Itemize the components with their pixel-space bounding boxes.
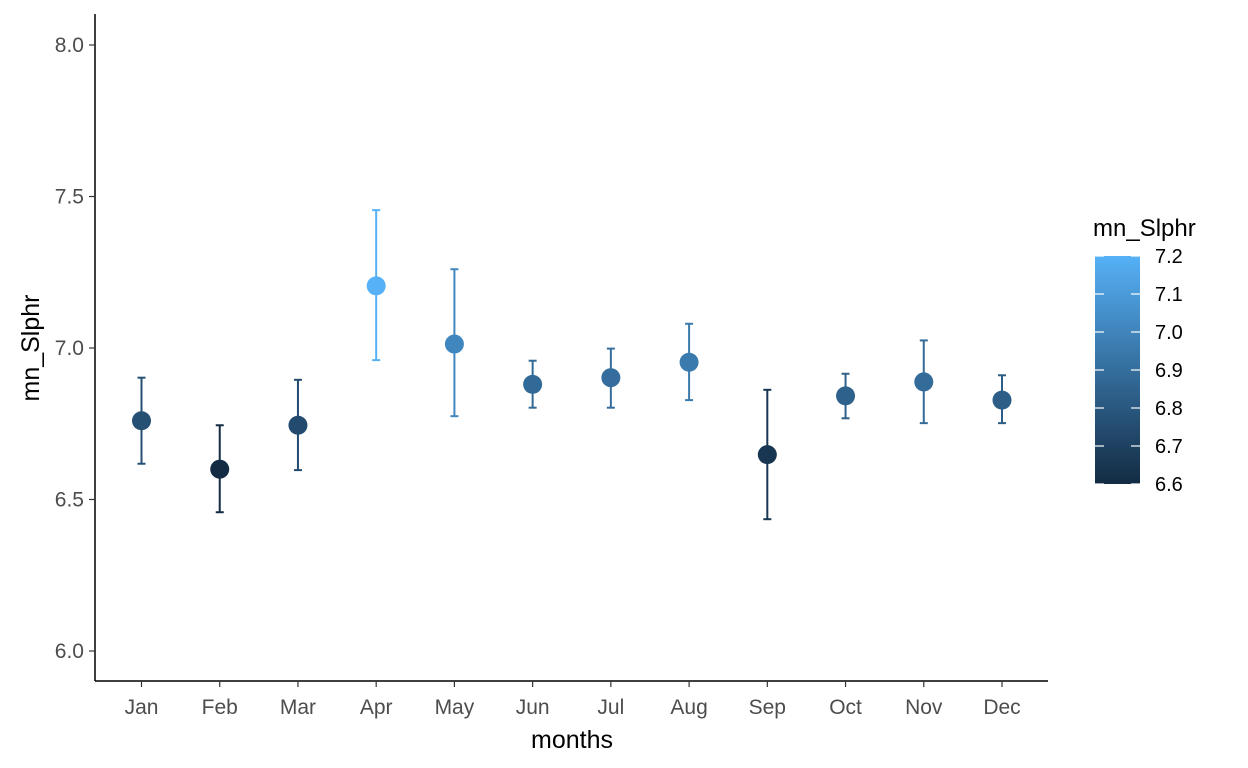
data-point: [757, 445, 777, 465]
legend-tick-label: 7.2: [1155, 246, 1183, 268]
y-tick-label: 6.5: [55, 489, 84, 512]
errorbar-jul: [601, 347, 621, 409]
x-tick-label: Mar: [280, 696, 316, 719]
color-legend: mn_Slphr 6.6 6.7 6.8 6.9 7.0 7.1 7.2: [1093, 215, 1196, 496]
data-point: [601, 368, 621, 388]
errorbar-jun: [523, 359, 543, 409]
legend-tick-label: 7.1: [1155, 284, 1183, 306]
data-point: [132, 411, 151, 431]
x-axis: Jan Feb Mar Apr May Jun Jul Aug Sep Oct Nov Dec: [95, 680, 1048, 719]
data-point: [836, 386, 856, 406]
legend-tick-label: 6.7: [1155, 436, 1183, 458]
errorbar-may: [444, 268, 464, 418]
data-point: [992, 390, 1012, 410]
x-axis-title: months: [531, 726, 613, 754]
data-point: [523, 374, 543, 394]
y-axis-title: mn_Slphr: [17, 295, 45, 402]
x-tick-label: Jul: [597, 696, 624, 719]
y-tick-label: 6.0: [55, 640, 84, 663]
errorbar-dec: [992, 374, 1012, 425]
errorbar-oct: [836, 372, 856, 420]
x-tick-label: Nov: [905, 696, 943, 719]
legend-tick-label: 6.6: [1155, 474, 1183, 496]
y-tick-label: 7.0: [55, 337, 84, 360]
legend-tick-label: 6.9: [1155, 360, 1183, 382]
errorbar-apr: [366, 209, 386, 362]
data-point: [914, 372, 934, 392]
x-tick-label: Jan: [125, 696, 159, 719]
data-point: [210, 459, 230, 479]
x-tick-label: Dec: [983, 696, 1020, 719]
x-tick-label: Oct: [829, 696, 862, 719]
x-tick-label: Apr: [360, 696, 393, 719]
data-point: [366, 276, 386, 296]
legend-ticks: 6.6 6.7 6.8 6.9 7.0 7.1 7.2: [1095, 246, 1183, 496]
errorbar-mar: [288, 378, 308, 472]
x-tick-label: Sep: [749, 696, 786, 719]
errorbar-nov: [914, 339, 934, 425]
plot-area: [132, 209, 1012, 521]
data-point: [288, 415, 308, 435]
x-tick-label: Feb: [202, 696, 238, 719]
errorbar-feb: [210, 424, 230, 514]
errorbar-jan: [132, 376, 151, 465]
y-tick-label: 8.0: [55, 34, 84, 57]
errorbar-aug: [679, 322, 699, 402]
data-point: [679, 352, 699, 372]
errorbar-sep: [757, 388, 777, 521]
x-tick-label: Aug: [670, 696, 707, 719]
legend-tick-label: 7.0: [1155, 322, 1183, 344]
legend-tick-label: 6.8: [1155, 398, 1183, 420]
data-point: [444, 334, 464, 354]
x-tick-label: May: [435, 696, 475, 719]
legend-title: mn_Slphr: [1093, 215, 1196, 242]
x-tick-label: Jun: [516, 696, 550, 719]
y-tick-label: 7.5: [55, 186, 84, 209]
y-axis: 6.0 6.5 7.0 7.5 8.0: [55, 14, 96, 681]
